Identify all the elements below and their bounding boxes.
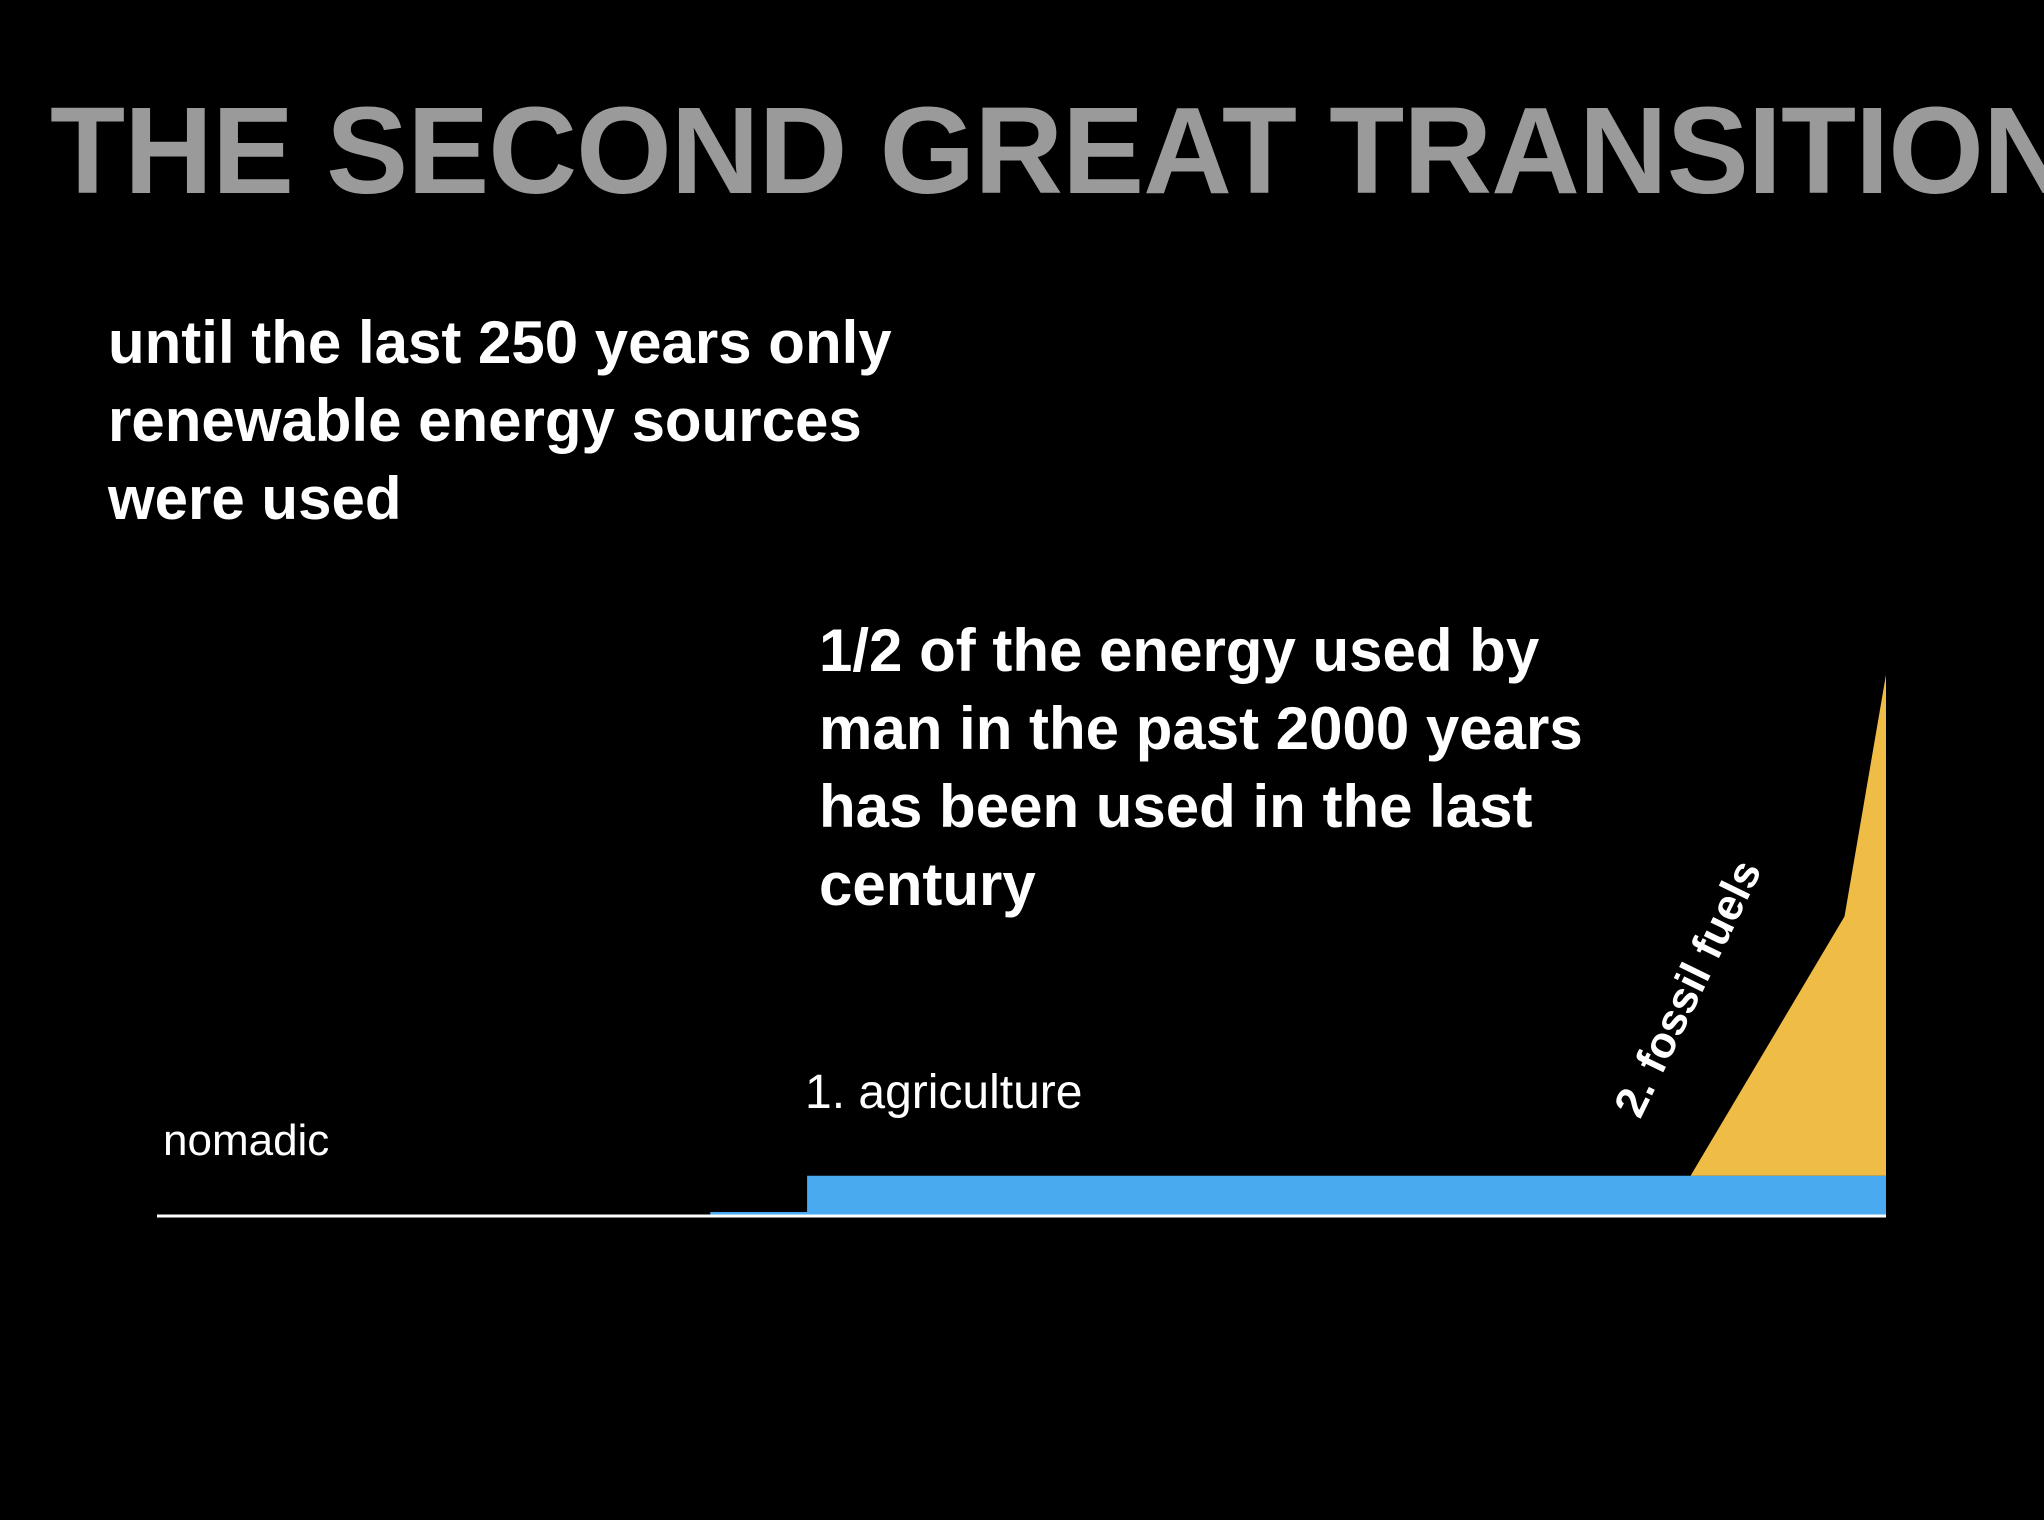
phase-label-nomadic: nomadic [163,1116,329,1165]
renewable-energy-area [710,1175,1886,1216]
renewable-callout-line: renewable energy sources [108,387,862,454]
half-energy-callout: 1/2 of the energy used by man in the pas… [819,612,1583,924]
renewable-callout: until the last 250 years only renewable … [108,304,892,538]
renewable-callout-line: were used [108,465,402,532]
chart-series-layer [710,674,1886,1216]
phase-label-agriculture: 1. agriculture [805,1066,1082,1119]
half-energy-callout-line: century [819,851,1036,918]
half-energy-callout-line: 1/2 of the energy used by [819,617,1540,684]
half-energy-callout-line: has been used in the last [819,773,1533,840]
half-energy-callout-line: man in the past 2000 years [819,695,1583,762]
renewable-callout-line: until the last 250 years only [108,309,892,376]
slide-title: THE SECOND GREAT TRANSITION [50,83,2044,220]
fossil-fuel-area [1690,674,1886,1176]
